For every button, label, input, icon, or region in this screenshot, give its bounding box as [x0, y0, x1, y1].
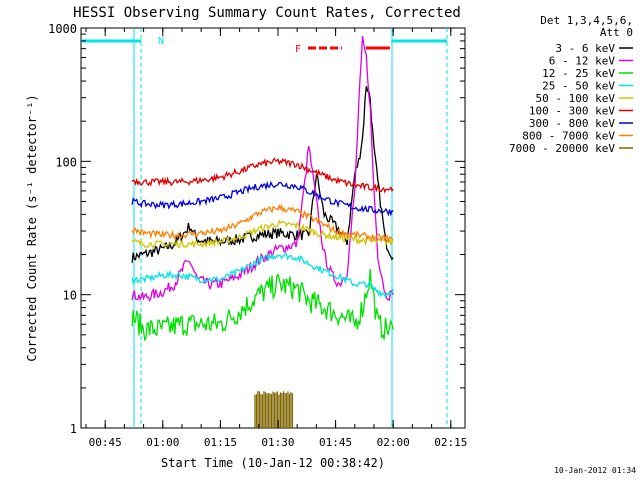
- series-1: [131, 35, 394, 303]
- series-line: [131, 86, 394, 263]
- legend-label: 25 - 50 keV: [542, 80, 615, 93]
- series-line: [131, 35, 394, 303]
- series-3: [131, 252, 394, 299]
- legend-label: 12 - 25 keV: [542, 67, 615, 80]
- x-tick-label: 00:45: [89, 436, 122, 449]
- series-line: [131, 252, 394, 299]
- y-tick-label: 1: [70, 422, 77, 436]
- flare-markers: F: [295, 44, 390, 55]
- x-tick-label: 01:45: [319, 436, 352, 449]
- legend-label: 6 - 12 keV: [549, 55, 616, 68]
- legend-label: 7000 - 20000 keV: [509, 142, 615, 155]
- footer-timestamp: 10-Jan-2012 01:34: [554, 466, 636, 475]
- x-tick-label: 01:15: [204, 436, 237, 449]
- x-axis-label: Start Time (10-Jan-12 00:38:42): [161, 456, 385, 470]
- series-line: [131, 157, 394, 194]
- series-7: [131, 203, 394, 243]
- x-tick-label: 02:15: [434, 436, 467, 449]
- axes-layer: 00:45 01:00 01:15 01:30 01:45 02:00 02:15 1 10 10…: [48, 22, 467, 449]
- legend-label: 3 - 6 keV: [555, 42, 615, 55]
- y-tick-label: 10: [63, 289, 77, 303]
- series-4: [131, 219, 394, 249]
- legend-label: 50 - 100 keV: [536, 92, 616, 105]
- night-label: N: [158, 36, 164, 47]
- y-tick-label: 100: [55, 155, 77, 169]
- series-layer: [131, 35, 394, 428]
- series-8: [254, 391, 294, 428]
- chart-title: HESSI Observing Summary Count Rates, Cor…: [73, 5, 461, 21]
- x-tick-label: 01:30: [261, 436, 294, 449]
- legend-label: 100 - 300 keV: [529, 105, 615, 118]
- legend-label: 800 - 7000 keV: [522, 130, 615, 143]
- series-line: [131, 268, 394, 341]
- series-line: [131, 203, 394, 243]
- series-5: [131, 157, 394, 194]
- x-tick-label: 01:00: [146, 436, 179, 449]
- legend-label: 300 - 800 keV: [529, 117, 615, 130]
- series-0: [131, 86, 394, 263]
- y-tick-label: 1000: [48, 22, 77, 36]
- legend-header: Det 1,3,4,5,6,: [540, 14, 633, 27]
- series-2: [131, 268, 394, 341]
- series-line: [131, 219, 394, 249]
- series-6: [131, 180, 394, 217]
- x-tick-label: 02:00: [377, 436, 410, 449]
- series-line: [131, 180, 394, 217]
- flare-label: F: [295, 44, 301, 55]
- legend-header: Att 0: [600, 26, 633, 39]
- y-axis-label: Corrected Count Rate (s⁻¹ detector⁻¹): [25, 94, 39, 361]
